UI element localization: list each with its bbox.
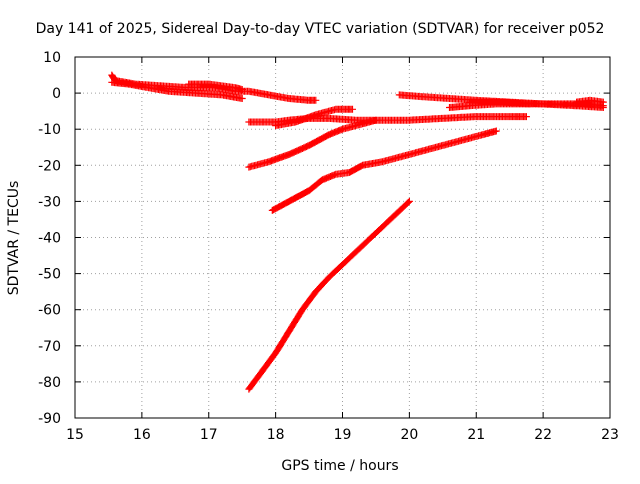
x-tick-label: 18 [267,427,285,443]
data-point-markers [245,197,413,393]
data-track [108,78,246,102]
data-track [573,96,607,106]
y-tick-label: -90 [38,411,61,427]
y-tick-label: -30 [38,194,61,210]
data-track [245,197,413,393]
data-track [272,105,356,130]
y-tick-label: 10 [43,50,61,66]
axis-ticks [74,56,611,419]
x-tick-labels: 15 16 17 18 19 20 21 22 23 [66,427,619,443]
x-tick-label: 19 [334,427,352,443]
data-series [108,71,607,393]
y-tick-label: -70 [38,339,61,355]
data-point-markers [185,80,246,93]
data-track [268,127,500,214]
chart-title: Day 141 of 2025, Sidereal Day-to-day VTE… [36,21,605,37]
data-point-markers [268,127,500,214]
x-tick-label: 22 [534,427,552,443]
y-tick-label: -80 [38,375,61,391]
y-tick-label: -40 [38,231,61,247]
data-track [245,116,380,171]
x-tick-label: 16 [133,427,151,443]
data-point-markers [272,105,356,130]
x-tick-label: 23 [601,427,619,443]
data-point-markers [466,98,534,108]
x-axis-label: GPS time / hours [281,458,398,474]
data-point-markers [108,78,246,102]
y-tick-label: -60 [38,303,61,319]
y-tick-label: 0 [52,86,61,102]
x-tick-label: 21 [467,427,485,443]
y-axis-label: SDTVAR / TECUs [6,181,22,296]
data-track [466,98,534,108]
y-tick-label: -20 [38,158,61,174]
data-track [185,80,246,93]
y-tick-labels: 10 0 -10 -20 -30 -40 -50 -60 -70 -80 -90 [38,50,61,427]
data-point-markers [245,116,380,171]
x-tick-label: 20 [400,427,418,443]
x-tick-label: 15 [66,427,84,443]
x-tick-label: 17 [200,427,218,443]
y-tick-label: -50 [38,267,61,283]
y-tick-label: -10 [38,122,61,138]
data-point-markers [573,96,607,106]
